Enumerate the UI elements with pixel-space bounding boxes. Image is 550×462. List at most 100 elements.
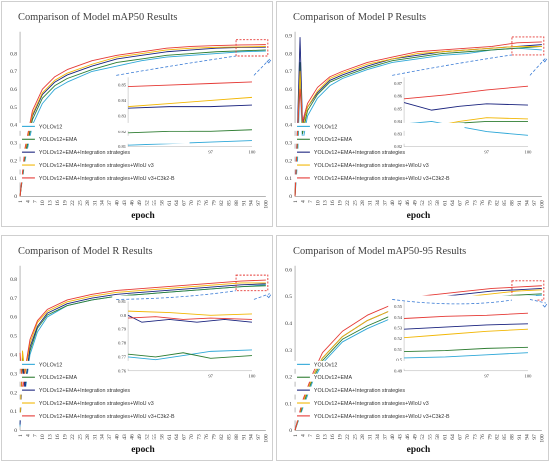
x-tick-label: 7 — [33, 200, 39, 203]
x-tick-label: 61 — [442, 200, 448, 206]
inset-y-tick-label: 0.52 — [394, 336, 403, 341]
x-tick-label: 52 — [420, 434, 426, 440]
x-tick-label: 46 — [130, 434, 136, 440]
y-tick-label: 0.8 — [10, 51, 17, 57]
inset-y-tick-label: 0.87 — [394, 81, 403, 86]
x-tick-label: 52 — [144, 200, 150, 206]
x-tick-label: 13 — [48, 200, 54, 206]
x-tick-label: 70 — [189, 200, 195, 206]
inset-y-tick-label: 0.54 — [394, 315, 403, 320]
x-tick-label: 19 — [338, 200, 344, 206]
x-tick-label: 85 — [502, 200, 508, 206]
x-tick-label: 94 — [525, 200, 531, 206]
legend-entry-background — [294, 386, 465, 395]
y-tick-label: 0.7 — [10, 69, 17, 75]
y-tick-label: 0.6 — [285, 267, 292, 273]
x-tick-label: 1 — [18, 200, 24, 203]
chart-title: Comparison of Model R Results — [18, 246, 152, 257]
x-tick-label: 88 — [510, 200, 516, 206]
y-tick-label: 0.5 — [10, 105, 17, 111]
x-tick-label: 31 — [92, 200, 98, 206]
y-tick-label: 0.5 — [10, 334, 17, 340]
y-tick-label: 0 — [289, 194, 292, 200]
inset-y-tick-label: 0.5 — [396, 358, 402, 363]
x-tick-label: 82 — [495, 200, 501, 206]
x-tick-label: 100 — [540, 200, 546, 209]
x-tick-label: 73 — [472, 434, 478, 440]
legend-entry-background — [19, 174, 190, 183]
x-tick-label: 25 — [353, 434, 359, 440]
x-tick-label: 16 — [55, 434, 61, 440]
inset-background — [388, 295, 536, 383]
x-tick-label: 76 — [480, 200, 486, 206]
x-tick-label: 55 — [152, 434, 158, 440]
x-tick-label: 37 — [107, 434, 113, 440]
legend-entry-background — [19, 399, 190, 408]
x-tick-label: 70 — [189, 434, 195, 440]
x-tick-label: 40 — [390, 434, 396, 440]
x-tick-label: 31 — [368, 200, 374, 206]
legend-entry-background — [19, 135, 190, 144]
legend-entry-background — [19, 122, 190, 131]
x-tick-label: 25 — [353, 200, 359, 206]
x-tick-label: 25 — [77, 434, 83, 440]
inset-y-tick-label: 0.82 — [394, 144, 403, 149]
x-tick-label: 70 — [465, 434, 471, 440]
x-tick-label: 100 — [264, 200, 270, 209]
inset-series-line-3 — [404, 323, 528, 330]
x-tick-label: 67 — [457, 200, 463, 206]
zoom-highlight-box — [511, 36, 545, 56]
x-tick-label: 4 — [300, 434, 306, 437]
x-tick-label: 7 — [308, 200, 314, 203]
zoom-arrow-head — [266, 59, 272, 64]
legend-label: YOLOv12 — [314, 124, 337, 130]
chart-panel-precision: Comparison of Model P Results 0 0.1 0.2 0.3 0… — [276, 1, 549, 227]
inset-y-tick-label: 0.51 — [394, 347, 402, 352]
x-tick-label: 13 — [323, 200, 329, 206]
legend-label: YOLOv12+EMA+Integration strategies+WIoU … — [314, 414, 450, 420]
x-axis-label: epoch — [407, 211, 431, 221]
legend-entry-background — [294, 135, 465, 144]
x-tick-label: 43 — [122, 434, 128, 440]
x-tick-label: 40 — [115, 200, 121, 206]
x-tick-label: 97 — [256, 434, 262, 440]
legend-label: YOLOv12+EMA — [314, 375, 353, 381]
inset-y-tick-label: 0.84 — [394, 119, 403, 124]
y-tick-label: 0.8 — [10, 277, 17, 283]
inset-y-tick-label: 0.85 — [394, 106, 403, 111]
x-tick-label: 16 — [55, 200, 61, 206]
legend-entry-background — [19, 386, 190, 395]
x-tick-label: 76 — [480, 434, 486, 440]
x-tick-label: 43 — [398, 434, 404, 440]
y-tick-label: 0.2 — [285, 375, 292, 381]
x-tick-label: 16 — [330, 200, 336, 206]
x-tick-label: 13 — [323, 434, 329, 440]
legend-entry-background — [294, 148, 465, 157]
x-tick-label: 49 — [412, 434, 418, 440]
x-tick-label: 91 — [241, 434, 247, 440]
legend-entry-background — [294, 373, 465, 382]
legend-label: YOLOv12+EMA+Integration strategies — [314, 150, 406, 156]
inset-series-line-2 — [128, 129, 252, 134]
y-tick-label: 0.3 — [285, 141, 292, 147]
x-tick-label: 94 — [525, 434, 531, 440]
chart-panel-map50-95: Comparison of Model mAP50-95 Results 0 0.1… — [276, 235, 549, 461]
legend-label: YOLOv12+EMA+Integration strategies — [39, 388, 131, 394]
x-axis-label: epoch — [131, 211, 155, 221]
inset-x-tick-label: 97 — [208, 374, 213, 379]
inset-y-tick-label: 0.55 — [394, 304, 403, 309]
x-tick-label: 4 — [300, 200, 306, 203]
inset-y-tick-label: 0.81 — [118, 144, 126, 149]
x-tick-label: 28 — [85, 434, 91, 440]
x-tick-label: 67 — [457, 434, 463, 440]
inset-series-line-1 — [404, 352, 528, 359]
zoom-connector-right — [529, 57, 547, 76]
y-tick-label: 0.1 — [10, 409, 17, 415]
inset-x-tick-label: 97 — [484, 150, 489, 155]
inset-x-tick-label: 97 — [484, 374, 489, 379]
x-tick-label: 19 — [338, 434, 344, 440]
inset-y-tick-label: 0.76 — [118, 368, 127, 373]
x-tick-label: 88 — [510, 434, 516, 440]
zoom-arrow-head — [542, 58, 548, 63]
y-tick-label: 0.9 — [285, 33, 292, 39]
